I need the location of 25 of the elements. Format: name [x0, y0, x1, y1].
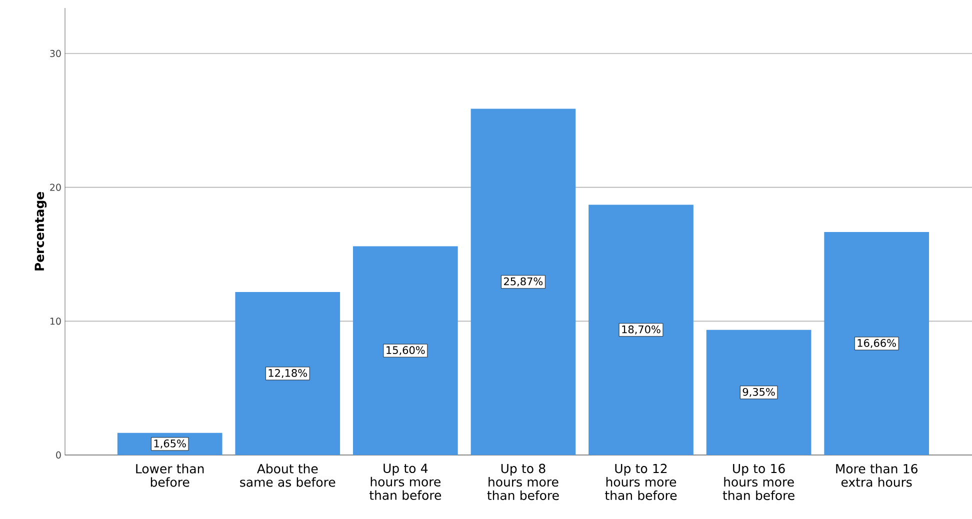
y-tick-label: 30 — [50, 50, 61, 58]
y-tick-label: 0 — [56, 451, 61, 459]
x-tick-label: About the same as before — [240, 464, 336, 487]
data-label: 16,66% — [858, 339, 896, 348]
bar — [235, 292, 340, 455]
data-label: 18,70% — [622, 325, 660, 334]
data-label: 1,65% — [154, 439, 186, 448]
bar — [353, 246, 458, 455]
x-tick-label: More than 16 extra hours — [836, 464, 918, 487]
x-tick-label: Lower than before — [136, 464, 204, 487]
y-axis-title: Percentage — [34, 192, 47, 270]
data-label: 15,60% — [386, 346, 425, 356]
data-label: 12,18% — [268, 369, 307, 378]
bar — [588, 204, 694, 455]
data-label: 25,87% — [504, 277, 543, 286]
y-tick-label: 10 — [50, 318, 61, 325]
bar — [824, 232, 930, 455]
x-tick-label: Up to 8 hours more than before — [487, 464, 559, 500]
x-tick-label: Up to 16 hours more than before — [722, 464, 794, 500]
x-tick-label: Up to 12 hours more than before — [605, 464, 677, 500]
y-tick-label: 20 — [50, 184, 61, 191]
bar — [470, 108, 576, 455]
data-label: 9,35% — [742, 388, 775, 397]
x-tick-label: Up to 4 hours more than before — [369, 464, 442, 500]
bar — [706, 330, 812, 455]
